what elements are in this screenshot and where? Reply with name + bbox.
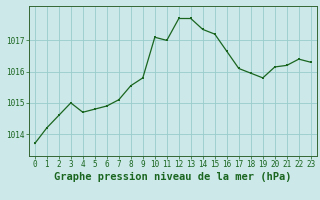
X-axis label: Graphe pression niveau de la mer (hPa): Graphe pression niveau de la mer (hPa): [54, 172, 292, 182]
